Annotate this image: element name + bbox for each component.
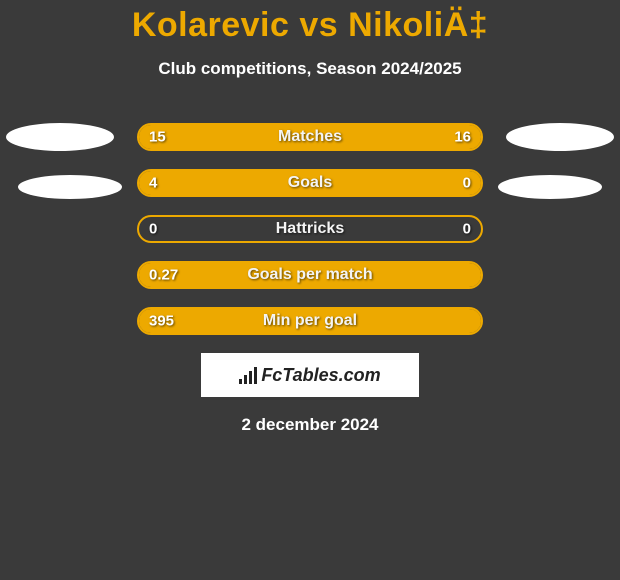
stat-fill-left (139, 125, 305, 149)
stat-row-hattricks: 0Hattricks0 (137, 215, 483, 243)
stat-row-min-per-goal: 395Min per goal (137, 307, 483, 335)
logo-text: FcTables.com (261, 365, 380, 386)
player-oval-3 (498, 175, 602, 199)
subtitle: Club competitions, Season 2024/2025 (0, 59, 620, 79)
stat-value-right: 0 (463, 221, 471, 238)
stat-row-goals-per-match: 0.27Goals per match (137, 261, 483, 289)
page-title: Kolarevic vs NikoliÄ‡ (0, 0, 620, 45)
stat-fill-left (139, 263, 481, 287)
date-text: 2 december 2024 (0, 415, 620, 435)
stat-fill-right (399, 171, 481, 195)
stat-fill-left (139, 171, 399, 195)
player-oval-1 (506, 123, 614, 151)
stat-value-left: 0 (149, 221, 157, 238)
stat-label: Hattricks (139, 220, 481, 238)
stat-row-matches: 15Matches16 (137, 123, 483, 151)
logo-box: FcTables.com (201, 353, 419, 397)
chart-area: 15Matches16 4Goals0 0Hattricks0 0.27Goals p… (0, 123, 620, 335)
logo: FcTables.com (239, 365, 380, 386)
stat-fill-left (139, 309, 481, 333)
stat-row-goals: 4Goals0 (137, 169, 483, 197)
player-oval-0 (6, 123, 114, 151)
stat-fill-right (305, 125, 481, 149)
infographic-root: Kolarevic vs NikoliÄ‡ Club competitions,… (0, 0, 620, 580)
player-oval-2 (18, 175, 122, 199)
logo-bars-icon (239, 366, 257, 384)
